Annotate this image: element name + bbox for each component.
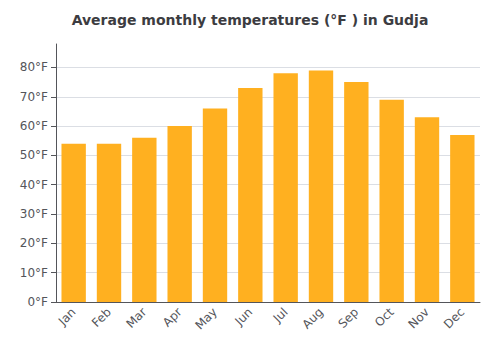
- svg-text:Apr: Apr: [160, 305, 185, 330]
- svg-text:80°F: 80°F: [20, 60, 48, 74]
- svg-text:Jun: Jun: [231, 305, 255, 329]
- svg-text:10°F: 10°F: [20, 266, 48, 280]
- svg-text:Jul: Jul: [270, 305, 291, 326]
- svg-text:Dec: Dec: [441, 305, 467, 331]
- svg-text:40°F: 40°F: [20, 178, 48, 192]
- svg-text:May: May: [193, 305, 220, 332]
- svg-text:Average monthly temperatures (: Average monthly temperatures (°F ) in Gu…: [72, 12, 429, 28]
- svg-text:Feb: Feb: [89, 305, 114, 330]
- svg-text:60°F: 60°F: [20, 119, 48, 133]
- svg-text:Sep: Sep: [335, 305, 361, 331]
- svg-text:70°F: 70°F: [20, 90, 48, 104]
- svg-text:Mar: Mar: [123, 305, 149, 331]
- svg-text:30°F: 30°F: [20, 207, 48, 221]
- svg-text:Nov: Nov: [406, 305, 432, 331]
- svg-text:0°F: 0°F: [27, 295, 48, 309]
- svg-text:Jan: Jan: [55, 305, 79, 329]
- svg-text:Oct: Oct: [372, 305, 397, 330]
- svg-text:Aug: Aug: [299, 305, 325, 331]
- svg-text:20°F: 20°F: [20, 236, 48, 250]
- svg-text:50°F: 50°F: [20, 148, 48, 162]
